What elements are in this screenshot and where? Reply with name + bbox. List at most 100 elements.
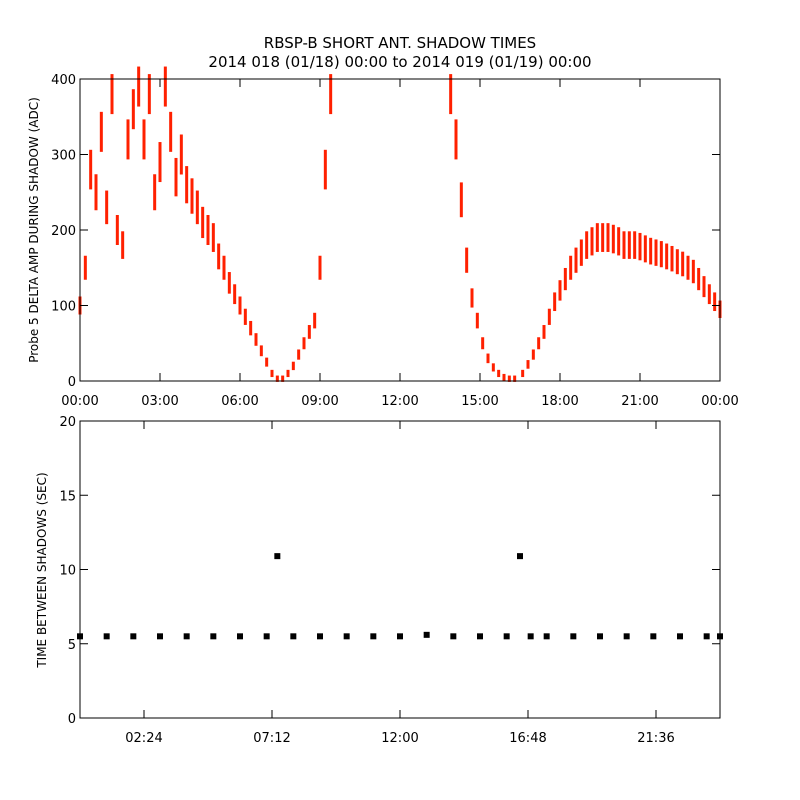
top-point	[569, 255, 573, 280]
top-ytick-label: 100	[51, 300, 76, 315]
top-point	[179, 134, 183, 175]
top-ytick-label: 0	[68, 375, 76, 390]
top-point	[574, 247, 578, 273]
bottom-panel: 0 5 10 15 20 02:24 07:12 12:00 16:48 21:36 TIME B…	[35, 415, 723, 746]
bottom-point	[570, 633, 577, 640]
top-point	[222, 255, 226, 280]
top-data-points	[78, 66, 722, 382]
bottom-point	[317, 633, 323, 640]
top-point	[507, 375, 511, 382]
top-point	[542, 325, 546, 339]
top-point	[297, 349, 301, 360]
top-xtick-label: 00:00	[61, 394, 98, 409]
top-point	[270, 369, 274, 378]
bottom-point	[703, 633, 710, 640]
bottom-point	[237, 633, 243, 640]
top-xtick-label: 06:00	[221, 394, 258, 409]
top-point	[185, 166, 189, 204]
top-point	[537, 337, 541, 350]
top-point	[286, 369, 290, 378]
top-point	[281, 375, 285, 382]
top-point	[131, 89, 135, 130]
top-point	[649, 237, 653, 265]
bottom-point	[397, 633, 403, 640]
bottom-point	[503, 633, 510, 640]
top-point	[563, 267, 567, 291]
top-point	[454, 119, 458, 160]
bottom-point	[263, 633, 270, 640]
top-point	[83, 255, 87, 280]
top-point	[318, 255, 322, 280]
top-point	[169, 111, 173, 152]
top-point	[611, 224, 615, 254]
top-plot-frame	[79, 78, 721, 382]
top-y-axis-label: Probe 5 DELTA AMP DURING SHADOW (ADC)	[27, 97, 41, 363]
bottom-xtick-label: 07:12	[253, 731, 290, 746]
top-point	[627, 231, 631, 259]
bottom-point	[290, 633, 297, 640]
top-point	[553, 292, 557, 312]
top-point	[675, 249, 679, 275]
top-panel: 0 100 200 300 400 00:00 03:00 06:00 09:00 12:00 15…	[27, 66, 739, 409]
top-point	[459, 182, 463, 218]
top-axis-ticks: 0 100 200 300 400 00:00 03:00 06:00 09:00 12:00 15…	[51, 73, 739, 409]
bottom-xtick-label: 21:36	[637, 731, 674, 746]
bottom-point	[343, 633, 350, 640]
top-ytick-label: 200	[51, 224, 76, 239]
bottom-ytick-label: 10	[59, 564, 76, 579]
top-point	[502, 373, 506, 381]
bottom-point	[157, 633, 163, 640]
top-ytick-label: 300	[51, 149, 76, 164]
top-point	[121, 231, 125, 259]
top-point	[126, 119, 130, 160]
chart-subtitle: 2014 018 (01/18) 00:00 to 2014 019 (01/1…	[208, 53, 591, 71]
top-point	[691, 259, 695, 284]
bottom-point	[677, 633, 683, 640]
top-point	[558, 280, 562, 301]
top-point	[249, 320, 253, 336]
top-xtick-label: 09:00	[301, 394, 338, 409]
top-point	[654, 239, 658, 266]
top-point	[233, 284, 237, 305]
top-point	[115, 215, 119, 245]
bottom-point	[650, 633, 657, 640]
bottom-y-axis-label: TIME BETWEEN SHADOWS (SEC)	[35, 472, 49, 668]
top-point	[105, 190, 109, 225]
top-point	[259, 345, 263, 357]
top-point	[585, 231, 589, 259]
top-point	[302, 337, 306, 350]
top-point	[313, 312, 317, 329]
top-xtick-label: 18:00	[541, 394, 578, 409]
top-point	[617, 227, 621, 256]
top-point	[521, 369, 525, 378]
bottom-point	[517, 553, 523, 560]
top-point	[163, 66, 167, 107]
bottom-plot-frame	[79, 420, 721, 719]
top-point	[449, 74, 453, 115]
bottom-xtick-label: 12:00	[381, 731, 418, 746]
bottom-point	[543, 633, 550, 640]
chart-title: RBSP-B SHORT ANT. SHADOW TIMES	[264, 34, 536, 52]
top-point	[265, 357, 269, 367]
top-point	[275, 375, 279, 382]
bottom-point	[597, 633, 603, 640]
top-point	[491, 363, 495, 372]
bottom-point	[370, 633, 377, 640]
top-xtick-label: 03:00	[141, 394, 178, 409]
top-point	[190, 178, 194, 214]
top-point	[486, 353, 490, 364]
top-ytick-label: 400	[51, 73, 76, 88]
bottom-point	[210, 633, 217, 640]
top-point	[531, 349, 535, 360]
top-point	[195, 190, 199, 225]
top-point	[713, 292, 717, 312]
top-point	[158, 142, 162, 183]
top-point	[633, 231, 637, 259]
bottom-xtick-label: 02:24	[125, 731, 162, 746]
top-point	[643, 235, 647, 263]
top-xtick-label: 21:00	[621, 394, 658, 409]
top-point	[707, 284, 711, 305]
top-point	[147, 74, 151, 115]
top-point	[243, 308, 247, 325]
top-point	[665, 243, 669, 270]
